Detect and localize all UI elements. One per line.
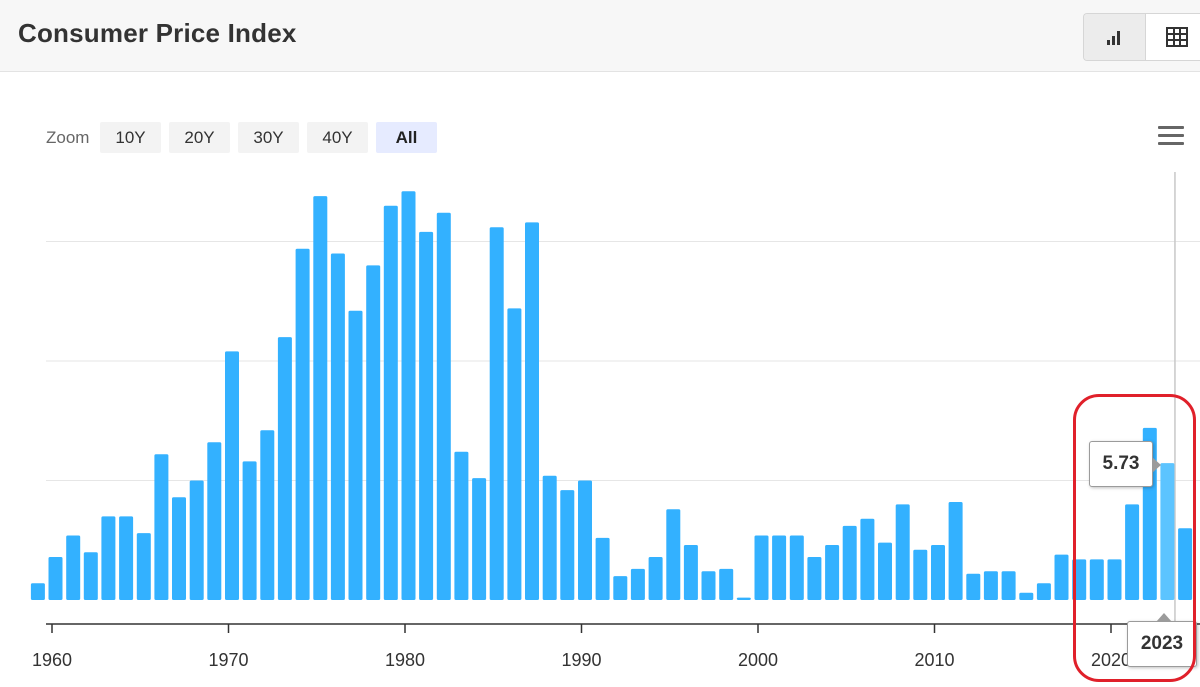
bar-2018[interactable]	[1072, 559, 1087, 600]
bar-1978[interactable]	[366, 265, 381, 600]
bar-1964[interactable]	[119, 516, 134, 600]
bar-1981[interactable]	[419, 231, 434, 600]
bar-1985[interactable]	[489, 227, 504, 600]
bar-2001[interactable]	[772, 535, 787, 601]
zoom-40y-button[interactable]: 40Y	[307, 122, 368, 153]
bar-2011[interactable]	[948, 502, 963, 600]
hamburger-menu-icon[interactable]	[1158, 126, 1184, 146]
cpi-bar-chart: 1960 1970 1980 1990 2000 2010 2020	[30, 172, 1200, 670]
bar-2016[interactable]	[1036, 583, 1051, 600]
zoom-20y-button[interactable]: 20Y	[169, 122, 230, 153]
bar-2023[interactable]	[1160, 463, 1175, 600]
tooltip-year: 2023	[1127, 613, 1197, 667]
bar-1986[interactable]	[507, 308, 522, 600]
bar-1962[interactable]	[83, 552, 98, 600]
zoom-all-button[interactable]: All	[376, 122, 437, 153]
bar-1973[interactable]	[277, 337, 292, 600]
bar-2006[interactable]	[860, 518, 875, 600]
x-tick-label: 2010	[914, 650, 954, 670]
page-title: Consumer Price Index	[18, 18, 297, 48]
bar-1996[interactable]	[683, 545, 698, 600]
bar-2010[interactable]	[931, 545, 945, 600]
bar-1982[interactable]	[436, 212, 451, 601]
x-tick-label: 1970	[208, 650, 248, 670]
zoom-30y-button[interactable]: 30Y	[238, 122, 299, 153]
bar-2009[interactable]	[913, 549, 928, 600]
bar-1984[interactable]	[472, 478, 487, 600]
bar-1999[interactable]	[736, 597, 751, 600]
x-tick-label: 1960	[32, 650, 72, 670]
bar-2000[interactable]	[754, 535, 769, 601]
bar-1987[interactable]	[525, 222, 539, 600]
x-tick-label: 2000	[738, 650, 778, 670]
bar-1974[interactable]	[295, 248, 310, 600]
zoom-label: Zoom	[46, 128, 90, 147]
bar-1965[interactable]	[136, 533, 151, 600]
bar-1969[interactable]	[207, 442, 222, 600]
view-toggle	[1083, 13, 1200, 61]
bar-1990[interactable]	[578, 480, 592, 601]
bar-2002[interactable]	[789, 535, 804, 601]
bar-1993[interactable]	[630, 568, 645, 600]
tooltip-value: 5.73	[1089, 441, 1161, 487]
bar-1975[interactable]	[313, 196, 328, 600]
bar-1968[interactable]	[189, 480, 204, 601]
bar-1997[interactable]	[701, 571, 716, 600]
bar-1988[interactable]	[542, 475, 557, 600]
bar-1961[interactable]	[66, 535, 81, 601]
chart-view-button[interactable]	[1084, 14, 1146, 60]
bar-1970[interactable]	[225, 351, 239, 600]
table-grid-icon	[1165, 27, 1188, 47]
bar-2024[interactable]	[1178, 528, 1193, 600]
bar-1966[interactable]	[154, 454, 169, 600]
bar-2014[interactable]	[1001, 571, 1016, 600]
bar-1980[interactable]	[401, 191, 416, 601]
bar-2013[interactable]	[983, 571, 998, 600]
bar-2003[interactable]	[807, 557, 822, 600]
x-tick-label: 1990	[561, 650, 601, 670]
bar-1976[interactable]	[330, 253, 345, 601]
bar-1959[interactable]	[30, 583, 45, 600]
bar-2015[interactable]	[1019, 592, 1034, 600]
bar-1995[interactable]	[666, 509, 681, 600]
bar-1963[interactable]	[101, 516, 116, 600]
bar-2017[interactable]	[1054, 554, 1069, 600]
bar-chart-icon	[1106, 31, 1120, 45]
bar-1983[interactable]	[454, 451, 469, 600]
bar-2020[interactable]	[1107, 559, 1122, 600]
bar-1979[interactable]	[383, 205, 398, 600]
zoom-10y-button[interactable]: 10Y	[100, 122, 161, 153]
bar-2012[interactable]	[966, 573, 981, 600]
bar-1971[interactable]	[242, 461, 257, 600]
bar-2005[interactable]	[842, 525, 857, 600]
bar-1967[interactable]	[172, 497, 186, 600]
bar-1991[interactable]	[595, 537, 610, 600]
bar-1992[interactable]	[613, 576, 628, 600]
bar-1960[interactable]	[48, 557, 63, 600]
x-tick-label: 2020	[1091, 650, 1131, 670]
bar-1998[interactable]	[719, 568, 734, 600]
chart-header: Consumer Price Index	[0, 0, 1200, 72]
bar-2007[interactable]	[878, 542, 892, 600]
x-tick-label: 1980	[385, 650, 425, 670]
bar-1977[interactable]	[348, 310, 363, 600]
bar-2021[interactable]	[1125, 504, 1140, 600]
table-view-button[interactable]	[1146, 14, 1200, 60]
bar-2008[interactable]	[895, 504, 910, 600]
bar-1994[interactable]	[648, 557, 663, 600]
bar-1989[interactable]	[560, 490, 575, 600]
bar-2019[interactable]	[1089, 559, 1104, 600]
bar-1972[interactable]	[260, 430, 275, 600]
bar-2004[interactable]	[825, 545, 840, 600]
